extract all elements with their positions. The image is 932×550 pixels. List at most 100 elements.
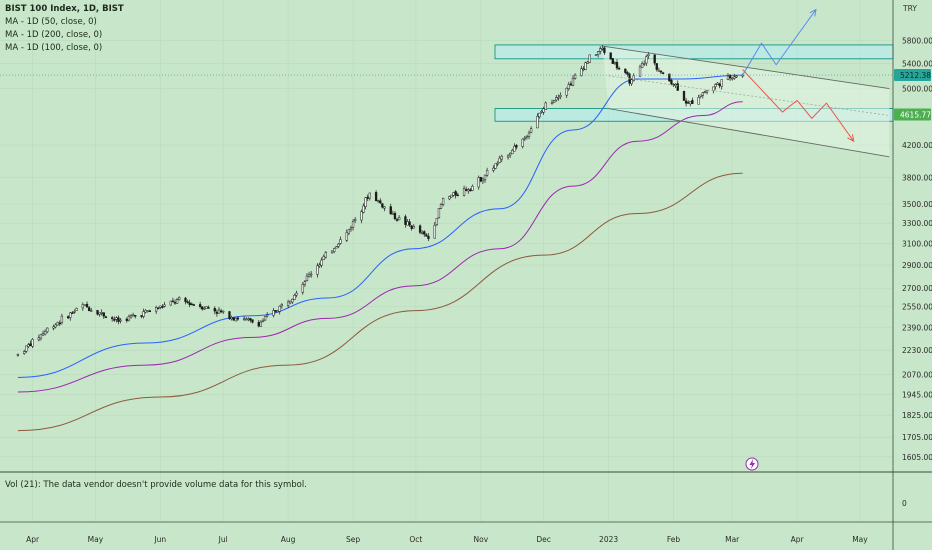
candle-body [525, 135, 529, 138]
candle-body [349, 227, 353, 230]
channel-trendline[interactable] [602, 45, 890, 89]
candle-body [171, 300, 175, 303]
legend-ma50[interactable]: MA - 1D (50, close, 0) [5, 17, 97, 27]
x-tick-label: 2023 [599, 535, 618, 544]
candle-body [456, 194, 459, 197]
candle-body [96, 310, 99, 315]
candle-body [406, 221, 409, 226]
candle-body [117, 317, 120, 322]
candle-body [242, 318, 246, 320]
candle-body [469, 189, 472, 192]
candle-body [203, 307, 206, 310]
candle-body [423, 231, 426, 235]
candle-body [645, 56, 648, 64]
candle-body [496, 162, 499, 165]
candle-body [207, 307, 210, 309]
candle-body [615, 62, 619, 69]
y-tick-label: 5400.00 [902, 60, 932, 69]
candle-body [37, 337, 41, 341]
lightning-icon-bolt [749, 459, 755, 469]
candle-body [184, 297, 187, 302]
candle-body [190, 303, 193, 306]
ma100-line [17, 101, 743, 393]
candle-body [374, 192, 378, 202]
candle-body [441, 198, 445, 205]
candle-body [653, 54, 656, 64]
candle-body [718, 83, 721, 86]
candle-body [201, 306, 204, 310]
candle-body [146, 310, 149, 313]
candle-body [56, 322, 59, 326]
candle-body [192, 304, 196, 306]
candle-body [559, 95, 562, 97]
candle-body [31, 339, 34, 347]
legend-ma100[interactable]: MA - 1D (100, close, 0) [5, 43, 103, 53]
drawing-annotations[interactable] [602, 8, 890, 471]
candle-body [377, 200, 380, 202]
candle-body [691, 100, 694, 104]
candle-body [697, 97, 700, 105]
lightning-icon[interactable] [745, 457, 759, 471]
legend-ma200[interactable]: MA - 1D (200, close, 0) [5, 30, 103, 40]
x-tick-label: Jul [218, 535, 228, 544]
candle-body [295, 292, 298, 296]
candle-body [421, 232, 424, 234]
resistance-zone[interactable] [494, 44, 894, 60]
candle-body [111, 317, 114, 319]
x-tick-label: Jun [153, 535, 166, 544]
key-level-badge-text: 4615.77 [900, 110, 931, 119]
candle-body [668, 73, 671, 82]
channel-trendline[interactable] [608, 75, 890, 116]
candle-body [731, 77, 734, 80]
projection-arrowhead [809, 8, 817, 17]
candle-body [454, 191, 457, 196]
y-tick-label: 5800.00 [902, 36, 932, 45]
candle-body [538, 112, 541, 118]
candle-body [523, 137, 526, 140]
candle-body [555, 97, 558, 101]
drawing-zones[interactable] [494, 44, 894, 157]
channel-fill [602, 46, 890, 157]
candle-body [565, 87, 568, 96]
candle-body [557, 97, 560, 99]
candle-body [249, 318, 252, 321]
candle-body [69, 312, 72, 318]
candle-body [435, 218, 438, 225]
candle-body [462, 188, 466, 196]
channel-trendline[interactable] [608, 108, 890, 158]
candle-body [276, 310, 279, 313]
candle-body [251, 319, 254, 323]
projection-down[interactable] [742, 69, 855, 142]
candle-body [232, 317, 235, 321]
legend-symbol[interactable]: BIST 100 Index, 1D, BIST [5, 4, 124, 14]
candle-body [689, 101, 692, 105]
candle-body [178, 297, 181, 300]
projection-up[interactable] [742, 9, 817, 76]
candle-body [140, 315, 143, 317]
candle-body [613, 62, 617, 65]
candle-body [712, 86, 715, 91]
candle-body [188, 302, 191, 305]
x-tick-label: Mar [725, 535, 740, 544]
candle-body [144, 309, 147, 313]
candle-body [289, 300, 292, 304]
candle-body [617, 68, 621, 70]
x-tick-label: Aug [281, 535, 296, 544]
candle-body [494, 163, 497, 169]
y-tick-label: 3100.00 [902, 239, 932, 248]
candle-body [404, 216, 407, 225]
candle-body [477, 177, 480, 188]
candle-body [157, 307, 160, 310]
candle-body [703, 91, 707, 94]
candle-body [569, 83, 573, 86]
candle-body [699, 94, 702, 97]
candle-body [728, 75, 732, 79]
candle-body [113, 319, 116, 321]
x-tick-label: May [852, 535, 868, 544]
candle-body [213, 308, 216, 312]
candle-body [186, 301, 189, 303]
volume-pane-label: Vol (21): The data vendor doesn't provid… [5, 480, 307, 490]
candle-body [142, 311, 145, 317]
